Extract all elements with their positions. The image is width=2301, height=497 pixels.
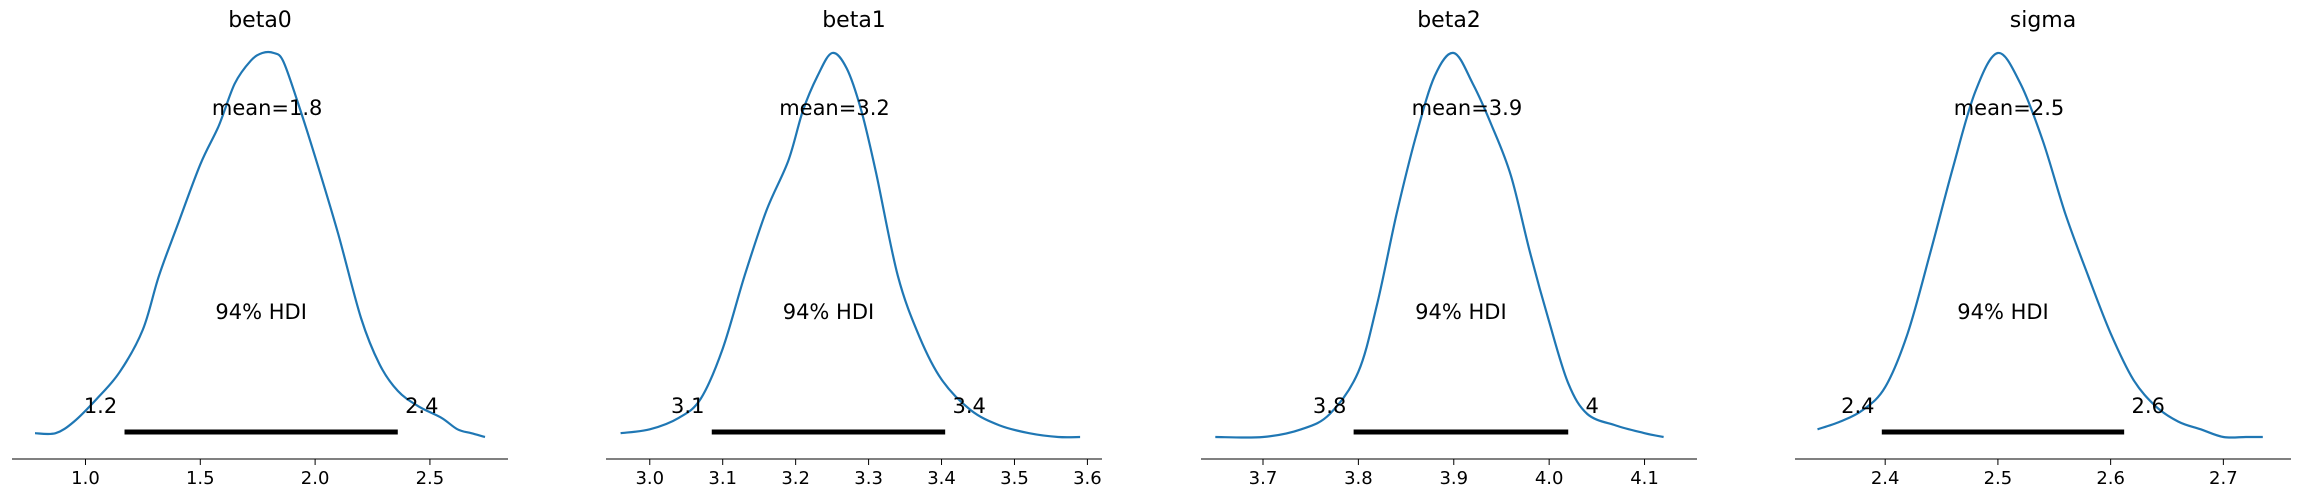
x-tick-label: 4.1	[1630, 468, 1659, 489]
x-tick-label: 3.3	[854, 468, 883, 489]
hdi-lower-label: 3.1	[671, 394, 704, 418]
x-tick-label: 3.5	[1000, 468, 1029, 489]
hdi-label: 94% HDI	[1957, 300, 2049, 324]
hdi-upper-label: 3.4	[952, 394, 985, 418]
density-curve	[1817, 51, 2263, 439]
x-tick-label: 3.6	[1073, 468, 1102, 489]
panel-title: beta0	[228, 8, 292, 33]
hdi-label: 94% HDI	[1415, 300, 1507, 324]
mean-label: mean=1.8	[212, 96, 323, 120]
mean-label: mean=3.2	[779, 96, 890, 120]
hdi-upper-label: 2.4	[405, 394, 438, 418]
x-tick-label: 2.4	[1871, 468, 1900, 489]
x-tick-label: 2.7	[2209, 468, 2238, 489]
hdi-label: 94% HDI	[783, 300, 875, 324]
x-tick-label: 1.0	[71, 468, 100, 489]
x-tick-label: 1.5	[186, 468, 215, 489]
panel-title: beta2	[1417, 8, 1481, 33]
x-tick-label: 3.7	[1249, 468, 1278, 489]
x-tick-label: 3.0	[635, 468, 664, 489]
hdi-label: 94% HDI	[215, 300, 307, 324]
x-tick-label: 2.5	[1984, 468, 2013, 489]
panel-title: beta1	[822, 8, 886, 33]
hdi-lower-label: 3.8	[1313, 394, 1346, 418]
hdi-lower-label: 1.2	[84, 394, 117, 418]
density-curve	[620, 51, 1081, 439]
mean-label: mean=3.9	[1412, 96, 1523, 120]
mean-label: mean=2.5	[1954, 96, 2065, 120]
x-tick-label: 3.9	[1439, 468, 1468, 489]
hdi-upper-label: 4	[1586, 394, 1599, 418]
x-tick-label: 2.6	[2096, 468, 2125, 489]
panel-beta1: beta1 mean=3.2 94% HDI 3.1 3.4 3.0 3.1 3.2 3.3 3.…	[606, 8, 1102, 489]
x-tick-label: 3.1	[708, 468, 737, 489]
x-tick-label: 3.4	[927, 468, 956, 489]
panel-sigma: sigma mean=2.5 94% HDI 2.4 2.6 2.4 2.5 2.6 2.7	[1795, 8, 2291, 489]
density-curve	[34, 50, 486, 439]
panel-beta2: beta2 mean=3.9 94% HDI 3.8 4 3.7 3.8 3.9 4.0 4.1	[1201, 8, 1697, 489]
x-tick-label: 2.5	[416, 468, 445, 489]
hdi-lower-label: 2.4	[1841, 394, 1874, 418]
hdi-upper-label: 2.6	[2131, 394, 2164, 418]
density-curve	[1215, 51, 1664, 439]
x-tick-label: 2.0	[301, 468, 330, 489]
x-tick-label: 4.0	[1535, 468, 1564, 489]
x-tick-label: 3.8	[1344, 468, 1373, 489]
panel-title: sigma	[2010, 8, 2076, 33]
panel-beta0: beta0 mean=1.8 94% HDI 1.2 2.4 1.0 1.5 2.0 2.5	[12, 8, 508, 489]
x-tick-label: 3.2	[781, 468, 810, 489]
